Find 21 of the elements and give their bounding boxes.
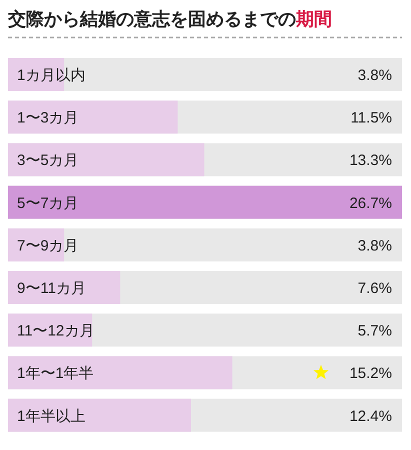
y-tick-label: 11〜12カ月: [17, 322, 94, 340]
y-tick-label: 3〜5カ月: [17, 152, 79, 170]
y-tick-label: 1カ月以内: [17, 67, 86, 84]
y-tick-label: 1年半以上: [17, 408, 86, 425]
data-label: 15.2%: [349, 365, 392, 382]
bar: [8, 228, 64, 262]
y-tick-label: 7〜9カ月: [17, 237, 79, 254]
y-tick-label: 5〜7カ月: [17, 194, 79, 212]
y-tick-label: 1年〜1年半: [17, 365, 94, 382]
data-label: 3.8%: [358, 237, 392, 254]
chart-title: 交際から結婚の意志を固めるまでの期間: [7, 9, 332, 29]
bar: [8, 314, 92, 347]
data-label: 3.8%: [358, 67, 392, 84]
data-label: 5.7%: [358, 322, 392, 340]
y-tick-label: 9〜11カ月: [17, 280, 86, 297]
data-label: 7.6%: [358, 280, 392, 297]
data-label: 12.4%: [349, 408, 392, 425]
data-label: 11.5%: [350, 110, 392, 127]
y-tick-label: 1〜3カ月: [17, 110, 79, 127]
data-label: 13.3%: [349, 152, 392, 170]
data-label: 26.7%: [349, 194, 392, 212]
